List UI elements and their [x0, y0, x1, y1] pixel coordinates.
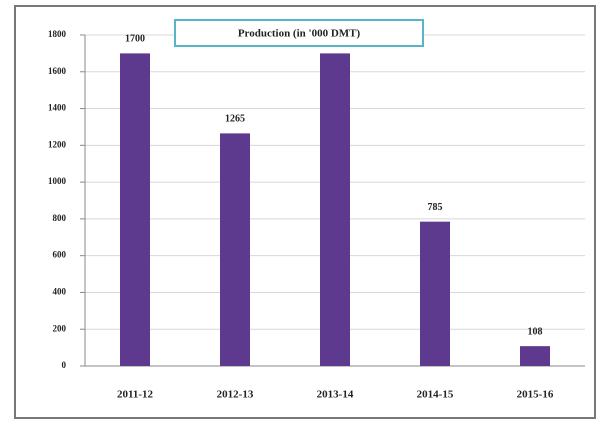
y-tick-label: 1600: [48, 66, 67, 76]
y-tick-label: 800: [53, 213, 67, 223]
x-tick-label: 2015-16: [517, 389, 554, 401]
y-tick-label: 1400: [48, 103, 67, 113]
title-box: [174, 19, 424, 47]
bar: [220, 133, 250, 366]
chart-title: Production (in '000 DMT): [238, 28, 361, 40]
data-label: 785: [428, 202, 443, 213]
y-tick-label: 0: [62, 360, 67, 370]
x-tick-label: 2011-12: [117, 389, 154, 401]
x-tick-label: 2013-14: [317, 389, 354, 401]
y-tick-label: 400: [53, 287, 67, 297]
data-label: 1265: [225, 114, 245, 125]
bar: [120, 53, 150, 367]
y-tick-label: 1800: [48, 29, 67, 39]
x-tick-label: 2012-13: [217, 389, 254, 401]
bar: [420, 221, 450, 366]
x-tick-label: 2014-15: [417, 389, 454, 401]
y-tick-label: 1200: [48, 139, 67, 149]
y-tick-label: 200: [53, 323, 67, 333]
bar: [520, 346, 550, 366]
data-label: 1700: [125, 34, 145, 45]
y-tick-label: 600: [53, 250, 67, 260]
bar: [320, 53, 350, 367]
frame: [14, 5, 596, 419]
y-tick-label: 1000: [48, 176, 67, 186]
data-label: 108: [528, 326, 543, 337]
